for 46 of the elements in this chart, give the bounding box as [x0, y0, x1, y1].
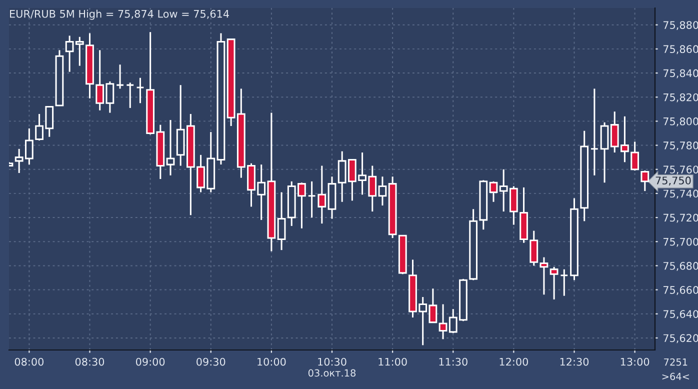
candlestick	[600, 122, 609, 184]
y-tick-label: 75,780	[663, 142, 698, 150]
candlestick	[378, 176, 387, 206]
x-tick-label: 10:30	[318, 358, 346, 366]
annotation: 75,750	[656, 176, 691, 186]
x-tick-label: 09:30	[196, 358, 226, 366]
x-tick-label: 11:30	[439, 358, 468, 366]
x-tick-label: 13:00	[620, 358, 650, 366]
candlestick	[116, 64, 124, 90]
x-tick-label: 12:00	[500, 358, 528, 366]
text: >64<	[662, 372, 689, 380]
x-tick-label: 09:00	[136, 358, 165, 366]
y-tick-label: 75,680	[663, 262, 698, 271]
candlestick	[166, 119, 175, 176]
x-tick-label: 10:00	[258, 358, 286, 366]
candlestick	[136, 77, 144, 104]
chart-title: EUR/RUB 5M High = 75,874 Low = 75,614	[10, 10, 229, 20]
y-tick-label: 75,860	[663, 45, 698, 54]
text: 7251	[664, 358, 688, 366]
candlestick	[640, 170, 650, 192]
y-tick-label: 75,660	[663, 286, 698, 295]
y-tick-label: 75,620	[663, 334, 698, 344]
y-tick-label: 75,720	[663, 214, 698, 223]
x-tick-label: 08:00	[14, 358, 44, 366]
y-tick-label: 75,800	[663, 117, 698, 126]
candlestick	[489, 180, 498, 203]
candlestick	[560, 268, 568, 297]
candlestick	[277, 191, 286, 251]
candlestick	[590, 88, 599, 176]
y-tick-label: 75,820	[663, 93, 698, 102]
candlestick	[550, 266, 558, 300]
y-tick-label: 75,700	[663, 238, 698, 247]
x-axis-title: 03.окт.18	[308, 369, 356, 377]
x-tick-label: 11:00	[378, 358, 407, 366]
candlestick	[540, 256, 548, 296]
x-tick-label: 08:30	[75, 358, 104, 366]
candlestick	[308, 180, 316, 218]
candlestick	[438, 303, 448, 340]
candlestick	[126, 82, 134, 109]
y-tick-label: 75,760	[663, 166, 698, 175]
candlestick	[318, 164, 326, 224]
x-tick-label: 12:30	[560, 358, 589, 366]
y-tick-label: 75,740	[663, 190, 698, 199]
y-tick-label: 75,840	[663, 69, 698, 78]
y-tick-label: 75,880	[663, 21, 698, 30]
y-tick-label: 75,640	[663, 310, 698, 320]
